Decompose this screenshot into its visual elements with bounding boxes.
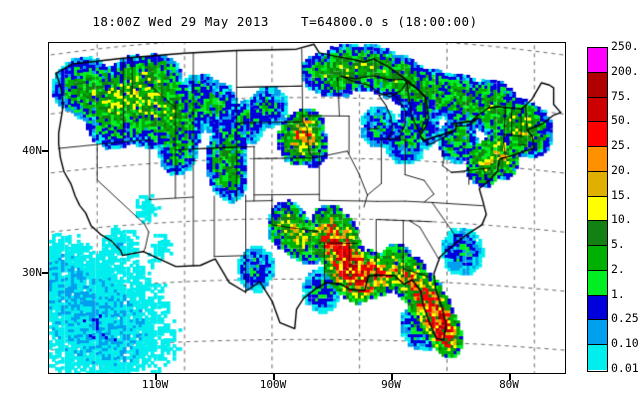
colorbar-label-13: 0.01 [611, 361, 639, 375]
colorbar-label-9: 2. [611, 261, 625, 276]
colorbar-label-8: 5. [611, 237, 625, 252]
colorbar-band-9 [588, 270, 607, 296]
y-tick-mark-30n [42, 272, 48, 274]
colorbar-label-12: 0.10 [611, 336, 639, 351]
colorbar-label-6: 15. [611, 187, 632, 202]
x-tick-label-100w: 100W [259, 378, 287, 391]
colorbar-label-4: 25. [611, 138, 632, 153]
colorbar-band-10 [588, 295, 607, 321]
x-tick-mark-110w [155, 374, 157, 380]
colorbar-label-1: 200. [611, 63, 639, 78]
figure-title: 18:00Z Wed 29 May 2013 T=64800.0 s (18:0… [92, 14, 478, 29]
y-tick-label-40n: 40N [22, 144, 42, 157]
colorbar-band-7 [588, 221, 607, 247]
y-tick-mark-40n [42, 150, 48, 152]
colorbar-band-6 [588, 196, 607, 222]
x-tick-mark-100w [273, 374, 275, 380]
colorbar-band-3 [588, 122, 607, 148]
colorbar-band-0 [588, 48, 607, 73]
precipitation-heatmap-canvas [49, 43, 565, 373]
x-tick-mark-80w [509, 374, 511, 380]
map-plot-area [48, 42, 566, 374]
colorbar-band-12 [588, 345, 607, 370]
colorbar-band-4 [588, 147, 607, 172]
colorbar-band-11 [588, 320, 607, 346]
colorbar-band-8 [588, 246, 607, 271]
colorbar-label-5: 20. [611, 162, 632, 177]
colorbar-label-7: 10. [611, 212, 632, 227]
colorbar-band-1 [588, 72, 607, 98]
colorbar-label-10: 1. [611, 286, 625, 301]
colorbar [587, 47, 608, 372]
colorbar-label-2: 75. [611, 88, 632, 103]
colorbar-label-0: 250. [611, 39, 639, 53]
colorbar-band-2 [588, 97, 607, 123]
x-tick-mark-90w [391, 374, 393, 380]
colorbar-label-3: 50. [611, 113, 632, 128]
x-tick-label-80w: 80W [499, 378, 519, 391]
colorbar-label-11: 0.25 [611, 311, 639, 326]
colorbar-band-5 [588, 171, 607, 197]
y-tick-label-30n: 30N [22, 266, 42, 279]
x-tick-label-110w: 110W [141, 378, 169, 391]
x-tick-label-90w: 90W [381, 378, 401, 391]
